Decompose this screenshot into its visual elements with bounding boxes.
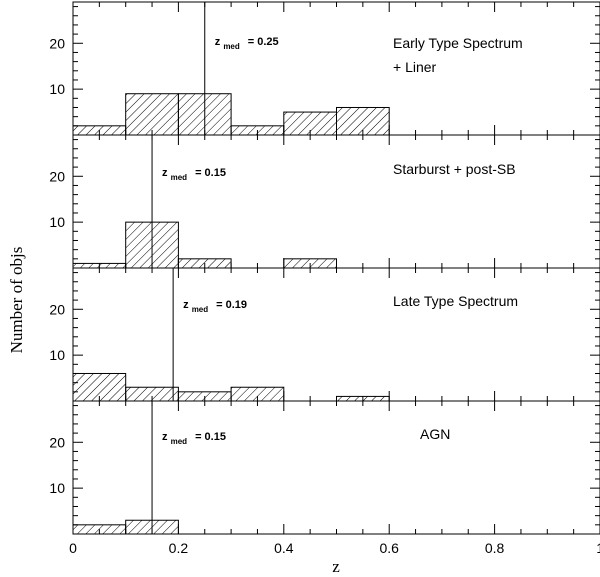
x-tick-label: 0.2 (169, 540, 189, 556)
histogram-panel: 10 20 z med = 0.15 Starburst + post-SB (49, 134, 600, 269)
histogram-panel: 10 20 z med = 0.25 Early Type Spectrum + Line… (49, 1, 600, 136)
x-tick-label: 0.8 (485, 540, 505, 556)
median-label: z med = 0.19 (183, 299, 247, 314)
panel-label: AGN (420, 426, 450, 442)
y-tick-label: 10 (49, 480, 65, 496)
panel-frame (72, 267, 600, 402)
x-axis: 0 0.2 0.4 0.6 0.8 1 (69, 540, 600, 556)
y-tick-label: 10 (49, 81, 65, 97)
y-tick-label: 10 (49, 347, 65, 363)
x-tick-label: 0 (69, 540, 77, 556)
panel-label: Starburst + post-SB (393, 161, 516, 177)
x-tick-label: 0.4 (274, 540, 294, 556)
median-label: z med = 0.15 (162, 431, 226, 446)
panel-label: Early Type Spectrum (393, 35, 523, 51)
panel-label: + Liner (393, 59, 437, 75)
panel-label: Late Type Spectrum (393, 293, 518, 309)
y-axis-title: Number of objs (7, 247, 26, 354)
histogram-panel: 10 20 z med = 0.15 AGN (49, 400, 600, 535)
y-tick-label: 20 (49, 301, 65, 317)
x-axis-title: z (332, 557, 340, 576)
histogram-bar (125, 93, 179, 136)
median-label: z med = 0.15 (162, 167, 226, 182)
y-tick-label: 20 (49, 168, 65, 184)
x-tick-label: 1 (596, 540, 600, 556)
y-tick-label: 10 (49, 214, 65, 230)
x-tick-label: 0.6 (379, 540, 399, 556)
histogram-panel: 10 20 z med = 0.19 Late Type Spectrum (49, 267, 600, 402)
y-tick-label: 20 (49, 35, 65, 51)
histogram-panels: 10 20 z med = 0.25 Early Type Spectrum + Line… (49, 1, 600, 535)
y-tick-label: 20 (49, 434, 65, 450)
median-label: z med = 0.25 (215, 36, 279, 51)
